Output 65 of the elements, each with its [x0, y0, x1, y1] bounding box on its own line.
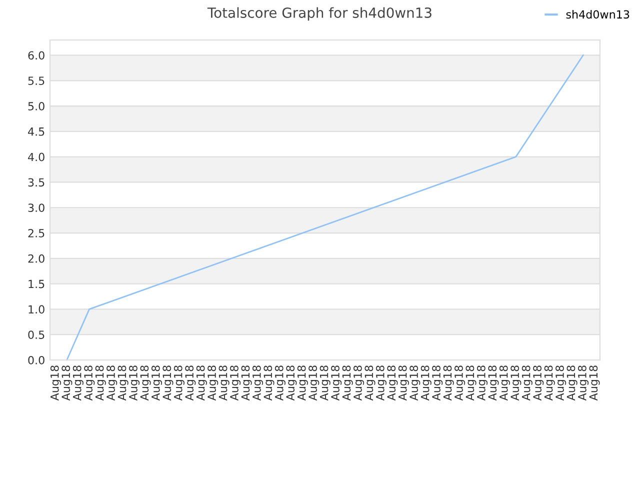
x-tick-label: Aug18 [162, 366, 174, 401]
x-tick-label: Aug18 [443, 366, 454, 401]
chart-title: Totalscore Graph for sh4d0wn13 [207, 7, 432, 21]
x-tick-label: Aug18 [50, 366, 61, 401]
x-tick-label: Aug18 [544, 366, 555, 401]
x-tick-label: Aug18 [398, 366, 409, 401]
x-tick-label: Aug18 [308, 366, 320, 401]
x-tick-label: Aug18 [578, 366, 589, 401]
y-tick-label: 0.0 [28, 356, 44, 364]
legend-label: sh4d0wn13 [566, 10, 630, 19]
x-tick-label: Aug18 [387, 366, 398, 401]
x-tick-label: Aug18 [589, 366, 600, 401]
x-tick-label: Aug18 [510, 366, 522, 401]
x-tick-label: Aug18 [353, 366, 364, 401]
x-tick-label: Aug18 [364, 366, 376, 401]
x-tick-label: Aug18 [432, 366, 443, 401]
x-tick-label: Aug18 [533, 366, 544, 401]
y-tick-label: 1.0 [28, 305, 44, 314]
x-tick-label: Aug18 [566, 366, 578, 401]
y-tick-label: 4.5 [28, 128, 44, 136]
x-tick-label: Aug18 [118, 366, 128, 401]
x-tick-label: Aug18 [420, 366, 432, 401]
x-tick-label: Aug18 [62, 366, 72, 401]
x-tick-label: Aug18 [196, 366, 207, 401]
x-tick-label: Aug18 [241, 366, 252, 401]
x-tick-label: Aug18 [174, 366, 184, 401]
x-tick-label: Aug18 [331, 366, 342, 401]
x-tick-label: Aug18 [297, 366, 308, 401]
x-tick-label: Aug18 [106, 366, 118, 401]
x-tick-label: Aug18 [320, 366, 330, 401]
x-tick-label: Aug18 [286, 366, 297, 401]
x-tick-label: Aug18 [476, 366, 488, 401]
x-tick-label: Aug18 [556, 366, 566, 401]
x-tick-label: Aug18 [274, 366, 286, 401]
x-tick-label: Aug18 [208, 366, 218, 401]
x-tick-label: Aug18 [499, 366, 510, 401]
y-tick-label: 5.0 [28, 102, 44, 110]
y-tick-label: 3.0 [28, 204, 44, 212]
x-tick-label: Aug18 [95, 366, 106, 401]
x-tick-label: Aug18 [129, 366, 140, 401]
x-tick-label: Aug18 [140, 366, 151, 401]
y-tick-label: 5.5 [28, 76, 44, 86]
x-tick-label: Aug18 [522, 366, 532, 401]
x-tick-label: Aug18 [454, 366, 466, 401]
x-tick-label: Aug18 [218, 366, 230, 401]
x-tick-label: Aug18 [72, 366, 84, 401]
line-series [66, 54, 584, 361]
x-tick-label: Aug18 [264, 366, 274, 401]
y-tick-label: 2.0 [28, 254, 44, 263]
x-tick-label: Aug18 [252, 366, 264, 401]
x-tick-label: Aug18 [410, 366, 420, 401]
y-tick-label: 1.5 [28, 280, 44, 288]
y-tick-label: 0.5 [28, 330, 44, 339]
y-tick-label: 6.0 [28, 51, 44, 60]
y-tick-label: 3.5 [28, 178, 44, 187]
x-tick-label: Aug18 [230, 366, 241, 401]
x-tick-label: Aug18 [84, 366, 95, 401]
y-tick-label: 4.0 [28, 152, 44, 162]
x-tick-label: Aug18 [376, 366, 386, 401]
y-tick-label: 2.5 [28, 228, 44, 238]
x-tick-label: Aug18 [342, 366, 353, 401]
x-tick-label: Aug18 [466, 366, 476, 401]
x-tick-label: Aug18 [185, 366, 196, 401]
x-tick-label: Aug18 [488, 366, 499, 401]
x-tick-label: Aug18 [151, 366, 162, 401]
